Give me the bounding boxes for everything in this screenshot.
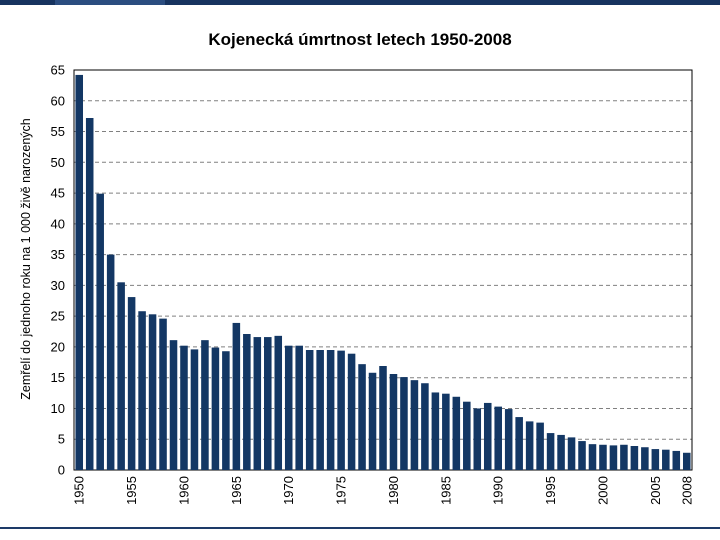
bar xyxy=(274,335,283,470)
plot-area: 0 5 10 15 20 25 30 35 40 45 50 55 60 65 1950 1955 1960 19… xyxy=(51,63,695,505)
bar xyxy=(264,337,272,470)
bar xyxy=(211,347,220,470)
bar xyxy=(326,350,335,470)
y-tick-label: 10 xyxy=(51,401,65,416)
bar xyxy=(75,74,84,470)
y-tick-label: 35 xyxy=(51,247,65,262)
chart-title: Kojenecká úmrtnost letech 1950-2008 xyxy=(208,30,511,49)
bar xyxy=(368,372,377,470)
bar xyxy=(127,297,136,470)
bar xyxy=(620,444,628,470)
y-tick-label: 45 xyxy=(51,186,65,201)
bar xyxy=(578,441,586,470)
bar xyxy=(494,406,502,470)
bar xyxy=(672,450,681,470)
bar xyxy=(148,314,157,470)
y-tick-label: 55 xyxy=(51,124,65,139)
y-tick-label: 30 xyxy=(51,278,65,293)
y-tick-label: 20 xyxy=(51,339,65,354)
bar xyxy=(232,322,241,470)
y-tick-label: 0 xyxy=(58,463,65,478)
x-tick-label: 1980 xyxy=(386,476,401,505)
bar xyxy=(284,345,293,470)
x-tick-label: 1990 xyxy=(491,476,506,505)
top-bar-band xyxy=(55,0,165,5)
bar xyxy=(682,452,691,470)
x-tick-label: 1960 xyxy=(176,476,191,505)
y-axis-label: Zemřelí do jednoho roku na 1 000 živě na… xyxy=(19,118,33,399)
bar xyxy=(400,377,408,470)
bar xyxy=(201,340,209,470)
bar xyxy=(473,408,482,470)
x-tick-label: 1995 xyxy=(543,476,558,505)
bar xyxy=(641,447,649,470)
bar xyxy=(379,366,387,470)
y-tick-label: 5 xyxy=(58,432,65,447)
x-tick-label: 1965 xyxy=(229,476,244,505)
bar xyxy=(463,401,471,470)
bar xyxy=(389,374,398,470)
y-tick-label: 40 xyxy=(51,216,65,231)
bar xyxy=(525,421,534,470)
y-tick-label: 15 xyxy=(51,370,65,385)
bar xyxy=(567,437,576,470)
x-tick-label: 1955 xyxy=(124,476,139,505)
bar xyxy=(609,445,618,470)
bar xyxy=(316,350,324,470)
bar xyxy=(557,434,565,470)
bar xyxy=(358,364,366,470)
bar xyxy=(347,353,356,470)
bar xyxy=(504,409,513,470)
bar xyxy=(410,380,419,470)
bottom-rule xyxy=(0,527,720,529)
bar xyxy=(662,449,670,470)
x-tick-label: 2000 xyxy=(595,476,610,505)
bar xyxy=(117,282,125,470)
x-tick-label: 1970 xyxy=(281,476,296,505)
top-bar xyxy=(0,0,720,5)
bar xyxy=(253,337,262,470)
bar xyxy=(452,396,461,470)
bar xyxy=(106,254,115,470)
bar xyxy=(630,446,639,470)
y-tick-label: 65 xyxy=(51,63,65,78)
x-tick-label: 1950 xyxy=(72,476,87,505)
bar xyxy=(651,449,660,470)
bar xyxy=(85,118,94,470)
bar xyxy=(96,193,104,470)
bar xyxy=(295,345,303,470)
y-tick-label: 25 xyxy=(51,309,65,324)
bar xyxy=(483,402,492,470)
bar xyxy=(222,351,230,470)
bar xyxy=(169,340,178,470)
bar xyxy=(421,383,429,470)
bar xyxy=(138,311,146,470)
bar xyxy=(442,393,450,470)
bar xyxy=(588,444,597,470)
x-tick-label: 2008 xyxy=(679,476,694,505)
bar xyxy=(599,444,607,470)
y-tick-label: 60 xyxy=(51,93,65,108)
bar xyxy=(515,417,523,470)
bar xyxy=(159,318,167,470)
bar xyxy=(180,345,188,470)
x-tick-label: 2005 xyxy=(648,476,663,505)
bar xyxy=(431,392,440,470)
bar xyxy=(243,334,251,470)
bar xyxy=(190,349,199,470)
bar xyxy=(546,433,555,470)
y-tick-label: 50 xyxy=(51,155,65,170)
bar xyxy=(536,422,544,470)
x-tick-label: 1975 xyxy=(334,476,349,505)
bar xyxy=(305,350,314,470)
bar xyxy=(337,350,345,470)
x-tick-label: 1985 xyxy=(438,476,453,505)
